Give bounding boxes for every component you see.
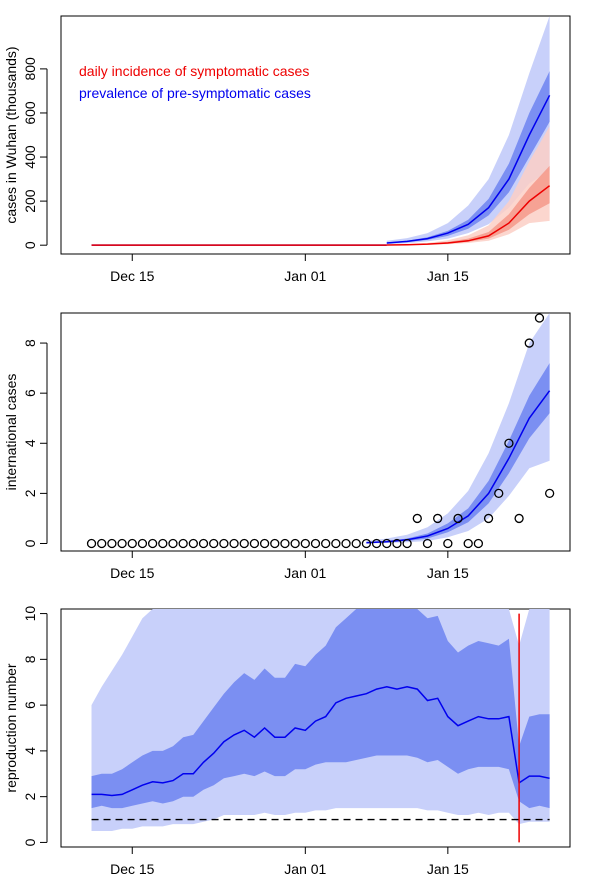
observed-point — [239, 538, 249, 549]
x-tick-label: Jan 01 — [284, 565, 326, 581]
observed-point — [422, 538, 433, 549]
x-tick-label: Dec 15 — [110, 565, 155, 581]
observed-point — [127, 538, 137, 549]
observed-point — [158, 538, 168, 549]
observed-point — [198, 538, 209, 549]
y-tick-label: 0 — [22, 539, 38, 547]
observed-point — [137, 538, 148, 549]
observed-point — [361, 538, 372, 549]
y-tick-label: 4 — [22, 439, 38, 447]
fit-band-95 — [366, 313, 550, 544]
observed-point — [107, 538, 117, 549]
plot-area — [91, 16, 551, 246]
observed-point — [310, 538, 321, 549]
y-tick-label: 600 — [22, 101, 38, 125]
legend-label-incidence: daily incidence of symptomatic cases — [79, 63, 309, 79]
x-tick-label: Jan 15 — [427, 565, 469, 581]
observed-point — [504, 438, 514, 448]
plot-frame — [60, 312, 571, 552]
observed-point — [321, 538, 331, 549]
observed-point — [259, 538, 270, 549]
observed-point — [209, 538, 219, 549]
y-axis-title: cases in Wuhan (thousands) — [3, 46, 19, 223]
observed-point — [473, 538, 484, 549]
wuhan-cases-panel: cases in Wuhan (thousands) daily inciden… — [3, 15, 571, 284]
y-tick-label: 0 — [22, 241, 38, 249]
x-axis: Dec 15 Jan 01 Jan 15 — [110, 847, 469, 877]
prevalence-line — [386, 94, 551, 244]
plot-frame — [60, 15, 571, 255]
observed-point — [412, 513, 422, 524]
observed-point — [514, 513, 524, 524]
plot-area — [91, 609, 550, 843]
observed-point — [219, 538, 229, 549]
international-cases-panel: international cases Dec 15 Jan 01 Jan 15 0 2… — [3, 312, 571, 581]
x-axis: Dec 15 Jan 01 Jan 15 — [110, 551, 469, 581]
observed-point — [494, 488, 504, 499]
observed-point — [402, 538, 412, 549]
y-tick-label: 400 — [22, 145, 38, 169]
y-axis-title: reproduction number — [3, 663, 19, 793]
observed-point — [147, 538, 158, 549]
y-tick-label: 6 — [22, 389, 38, 397]
observed-point — [463, 538, 473, 549]
observed-point — [290, 538, 300, 549]
observed-point — [544, 488, 555, 499]
y-tick-label: 8 — [22, 339, 38, 347]
y-axis-title: international cases — [3, 374, 19, 491]
legend-label-prevalence: prevalence of pre-symptomatic cases — [79, 85, 311, 101]
y-tick-label: 2 — [22, 489, 38, 497]
r-median-line — [91, 686, 550, 797]
x-tick-label: Jan 01 — [284, 268, 326, 284]
reproduction-number-panel: reproduction number Dec 15 Jan 01 Jan 15 0 2… — [3, 606, 571, 877]
observed-point — [443, 538, 453, 549]
y-tick-label: 8 — [22, 655, 38, 663]
x-tick-label: Jan 15 — [427, 861, 469, 877]
y-tick-label: 10 — [22, 606, 38, 622]
incidence-line — [386, 185, 551, 246]
observed-point — [371, 538, 382, 549]
observed-point — [351, 538, 361, 549]
x-axis: Dec 15 Jan 01 Jan 15 — [110, 254, 469, 284]
observed-point — [433, 513, 443, 524]
observed-point — [331, 538, 341, 549]
y-tick-label: 200 — [22, 189, 38, 213]
fit-band-50 — [366, 363, 550, 544]
prevalence-band-50 — [386, 71, 550, 244]
y-axis: 0 200 400 600 800 — [22, 57, 48, 249]
y-tick-label: 6 — [22, 701, 38, 709]
observed-point — [249, 538, 260, 549]
observed-point — [382, 538, 392, 549]
x-tick-label: Dec 15 — [110, 268, 155, 284]
observed-point — [168, 538, 178, 549]
plot-area — [86, 313, 555, 549]
y-tick-label: 4 — [22, 747, 38, 755]
y-tick-label: 800 — [22, 57, 38, 81]
observed-point — [453, 513, 463, 524]
observed-point — [341, 538, 351, 549]
y-axis: 0 2 4 6 8 10 — [22, 606, 48, 846]
x-tick-label: Jan 15 — [427, 268, 469, 284]
observed-point — [300, 538, 310, 549]
observed-point — [229, 538, 239, 549]
observed-point — [483, 513, 494, 524]
y-tick-label: 2 — [22, 793, 38, 801]
observed-point — [534, 313, 545, 323]
y-axis: 0 2 4 6 8 — [22, 339, 48, 547]
y-tick-label: 0 — [22, 838, 38, 846]
observed-point — [178, 538, 188, 549]
observed-point — [117, 538, 127, 549]
observed-point — [524, 338, 534, 348]
observed-point — [270, 538, 280, 549]
observed-point — [392, 538, 402, 549]
x-tick-label: Dec 15 — [110, 861, 155, 877]
x-tick-label: Jan 01 — [284, 861, 326, 877]
incidence-band-50 — [386, 165, 550, 246]
observed-point — [86, 538, 97, 549]
r-band-50 — [91, 609, 550, 809]
observed-point — [188, 538, 198, 549]
observed-point — [280, 538, 290, 549]
observed-point — [97, 538, 107, 549]
